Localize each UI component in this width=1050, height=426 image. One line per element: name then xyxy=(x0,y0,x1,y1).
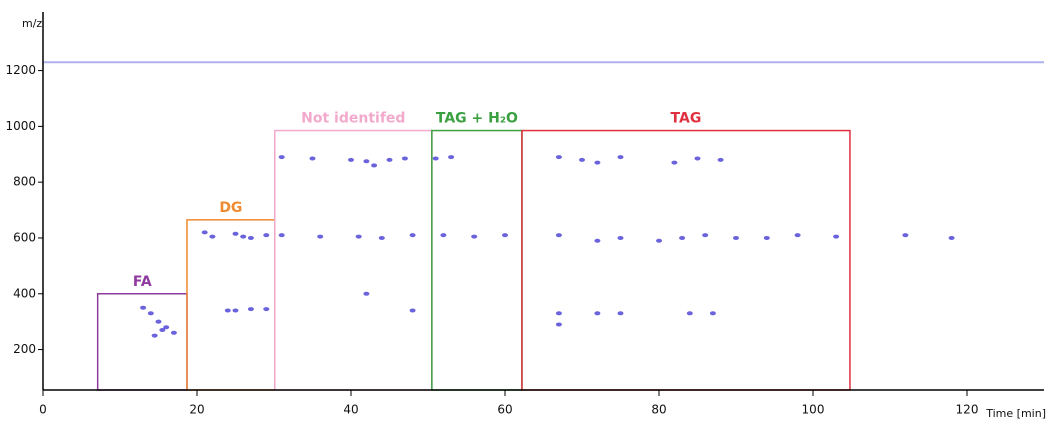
spot xyxy=(717,157,724,162)
spot xyxy=(232,308,239,313)
spot xyxy=(617,235,624,240)
y-tick-label: 600 xyxy=(13,230,36,244)
region-label: TAG xyxy=(671,111,702,127)
region-label: DG xyxy=(219,200,242,216)
x-axis-label: Time [min] xyxy=(985,407,1046,420)
spot xyxy=(733,235,739,240)
spot xyxy=(278,233,285,238)
y-tick-label: 800 xyxy=(13,175,36,189)
spot xyxy=(263,307,270,312)
spot xyxy=(155,319,162,324)
spot xyxy=(263,233,270,238)
spot xyxy=(371,163,378,168)
spot xyxy=(224,308,231,313)
spot xyxy=(209,234,216,239)
spot xyxy=(201,230,208,235)
spot xyxy=(170,330,177,335)
spot xyxy=(471,234,478,239)
spot xyxy=(409,233,416,238)
x-tick-label: 120 xyxy=(956,403,979,417)
region-label: TAG + H₂O xyxy=(436,111,518,127)
spot xyxy=(709,311,716,316)
spot xyxy=(317,234,324,239)
region-label: Not identifed xyxy=(301,111,405,127)
spot xyxy=(355,234,362,239)
spot xyxy=(948,235,955,240)
spot xyxy=(348,157,354,162)
x-tick-label: 40 xyxy=(343,403,358,417)
spot xyxy=(833,234,840,239)
x-tick-label: 20 xyxy=(189,403,204,417)
spot xyxy=(409,308,416,313)
spot xyxy=(617,155,624,160)
spot xyxy=(401,156,408,161)
region-box xyxy=(274,129,433,391)
y-tick-label: 1200 xyxy=(5,63,36,77)
spot xyxy=(140,305,147,310)
spot xyxy=(147,311,154,316)
spot xyxy=(555,155,562,160)
spot xyxy=(763,235,770,240)
spot xyxy=(555,233,562,238)
spot xyxy=(617,311,624,316)
x-tick-label: 80 xyxy=(651,403,666,417)
spot xyxy=(247,235,254,240)
spot xyxy=(151,333,158,338)
spot xyxy=(232,231,239,236)
spot xyxy=(686,311,693,316)
spot xyxy=(702,233,709,238)
x-tick-label: 60 xyxy=(497,403,512,417)
spot xyxy=(309,156,316,161)
y-tick-label: 1000 xyxy=(5,119,36,133)
spot xyxy=(555,311,562,316)
spot xyxy=(594,311,601,316)
spot xyxy=(656,238,662,243)
spot xyxy=(378,235,385,240)
spot xyxy=(159,328,166,333)
y-tick-label: 400 xyxy=(13,286,36,300)
region-label: FA xyxy=(133,274,152,290)
x-tick-label: 100 xyxy=(802,403,825,417)
region-box xyxy=(521,129,851,391)
spot xyxy=(163,325,170,330)
spot xyxy=(278,155,285,160)
spot xyxy=(363,291,370,296)
spot xyxy=(247,307,254,312)
spot xyxy=(555,322,562,327)
spot xyxy=(240,234,247,239)
spot xyxy=(448,155,455,160)
spot xyxy=(594,238,601,243)
region-box xyxy=(431,129,523,391)
spot xyxy=(679,235,686,240)
y-tick-label: 200 xyxy=(13,342,36,356)
y-axis-label: m/z xyxy=(22,17,42,30)
spot xyxy=(502,233,508,238)
spot xyxy=(432,156,439,161)
spot xyxy=(363,159,370,164)
spot xyxy=(579,157,585,162)
spot xyxy=(386,157,393,162)
spot xyxy=(594,160,601,165)
spot xyxy=(694,156,701,161)
spot xyxy=(440,233,447,238)
spot xyxy=(671,160,678,165)
x-tick-label: 0 xyxy=(39,403,47,417)
region-box xyxy=(186,219,276,391)
spot xyxy=(902,233,909,238)
spot xyxy=(794,233,801,238)
